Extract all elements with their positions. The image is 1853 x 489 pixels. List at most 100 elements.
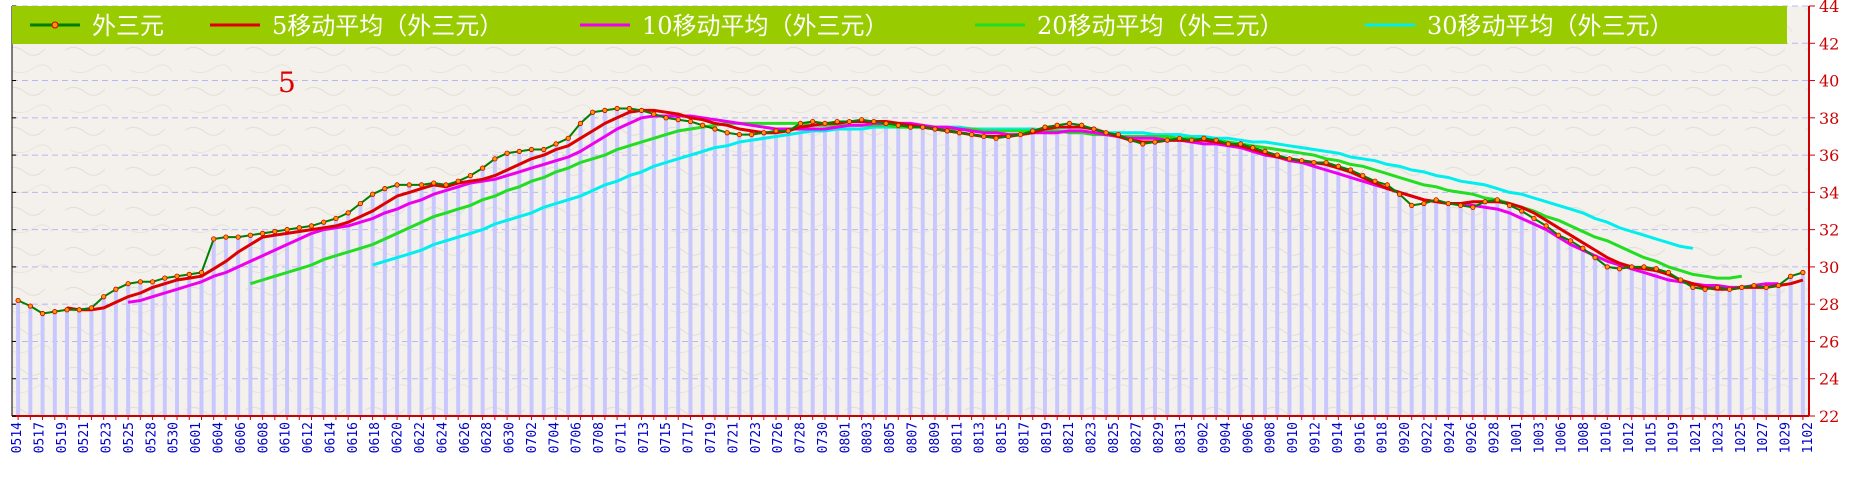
x-tick-label: 0730	[816, 422, 831, 453]
data-point	[443, 182, 449, 188]
price-bar	[1348, 170, 1353, 416]
data-point	[1176, 135, 1183, 141]
data-point	[1726, 286, 1733, 292]
data-point	[773, 128, 779, 134]
data-point	[1543, 223, 1549, 229]
data-point	[1580, 245, 1586, 251]
price-bar	[1189, 140, 1194, 416]
x-tick-label: 0525	[122, 422, 137, 453]
data-point	[321, 219, 327, 225]
x-tick-label: 0904	[1219, 422, 1234, 453]
data-point	[357, 200, 363, 207]
data-point	[761, 130, 767, 136]
price-bar	[101, 296, 106, 416]
price-bar	[1397, 194, 1402, 416]
price-bar	[1434, 199, 1439, 416]
price-bar	[1617, 268, 1622, 416]
price-bar	[688, 121, 693, 416]
price-bar	[615, 108, 620, 416]
price-bar	[749, 134, 754, 416]
x-tick-label: 0726	[771, 422, 786, 453]
price-bar	[407, 184, 412, 416]
price-bar	[1470, 207, 1475, 416]
price-bar	[1580, 248, 1585, 416]
price-bar	[77, 309, 82, 416]
x-tick-label: 0908	[1264, 422, 1279, 453]
x-tick-label: 1023	[1711, 422, 1726, 453]
price-bar	[1727, 289, 1732, 416]
series-line-3	[249, 121, 1743, 286]
x-tick-label: 0803	[861, 422, 876, 453]
price-bar	[321, 222, 326, 416]
data-point	[883, 120, 889, 127]
legend-label-0: 外三元	[92, 12, 164, 40]
price-bar	[1165, 140, 1170, 416]
data-point	[1066, 120, 1073, 127]
data-point	[541, 146, 547, 153]
price-bar	[541, 149, 546, 416]
data-point	[52, 309, 58, 315]
price-bar	[945, 130, 950, 416]
x-tick-label: 0519	[55, 422, 70, 453]
price-bar	[1030, 130, 1035, 416]
data-point	[480, 165, 486, 171]
x-tick-label: 0706	[570, 422, 585, 453]
price-bar	[1104, 132, 1109, 416]
data-point	[1347, 167, 1354, 173]
x-tick-label: 0916	[1353, 422, 1368, 453]
x-tick-label: 1021	[1689, 422, 1704, 453]
data-point	[260, 230, 266, 236]
price-bar	[1226, 143, 1231, 416]
price-bar	[1324, 162, 1329, 416]
price-bar	[272, 231, 277, 416]
data-point	[247, 232, 253, 238]
data-point	[1103, 130, 1109, 136]
data-point	[1237, 141, 1244, 147]
data-point	[1506, 202, 1513, 209]
price-bar	[822, 123, 827, 416]
x-tick-label: 0717	[682, 422, 697, 453]
data-point	[956, 130, 962, 136]
data-point	[504, 150, 510, 156]
x-tick-label: 0604	[211, 422, 226, 453]
price-bar	[1006, 136, 1011, 417]
series-lines	[15, 105, 1806, 317]
x-tick-label: 0606	[234, 422, 249, 453]
x-tick-label: 0922	[1420, 422, 1435, 453]
data-point	[1714, 284, 1720, 291]
data-point	[626, 105, 632, 112]
price-bar	[297, 227, 302, 416]
x-tick-label: 0819	[1040, 422, 1055, 453]
price-bar	[529, 149, 534, 416]
data-point	[1421, 200, 1427, 207]
price-bar	[1629, 266, 1634, 416]
legend-label-3: 20移动平均（外三元）	[1037, 12, 1284, 40]
data-point	[1702, 286, 1708, 292]
data-point	[382, 186, 388, 192]
data-point	[810, 118, 816, 125]
y-tick-label: 26	[1819, 332, 1839, 351]
price-bar	[1788, 276, 1793, 416]
price-bar	[1654, 268, 1659, 416]
price-bar	[774, 130, 779, 416]
data-point	[859, 117, 865, 123]
price-bar	[712, 129, 717, 416]
x-tick-label: 0920	[1398, 422, 1413, 453]
price-bar	[1116, 134, 1121, 416]
data-point	[492, 156, 498, 162]
x-tick-label: 0817	[1017, 422, 1032, 453]
data-point	[27, 303, 33, 309]
data-point	[125, 281, 131, 287]
y-tick-label: 42	[1819, 34, 1839, 53]
price-bar	[260, 233, 265, 416]
data-point	[198, 269, 205, 276]
data-point	[1030, 128, 1036, 134]
x-tick-label: 0926	[1465, 422, 1480, 453]
data-point	[1519, 208, 1525, 214]
price-bar	[602, 110, 607, 416]
data-point	[101, 294, 107, 300]
y-tick-label: 38	[1819, 109, 1839, 128]
x-tick-label: 0708	[592, 422, 607, 453]
x-tick-label: 0616	[346, 422, 361, 453]
